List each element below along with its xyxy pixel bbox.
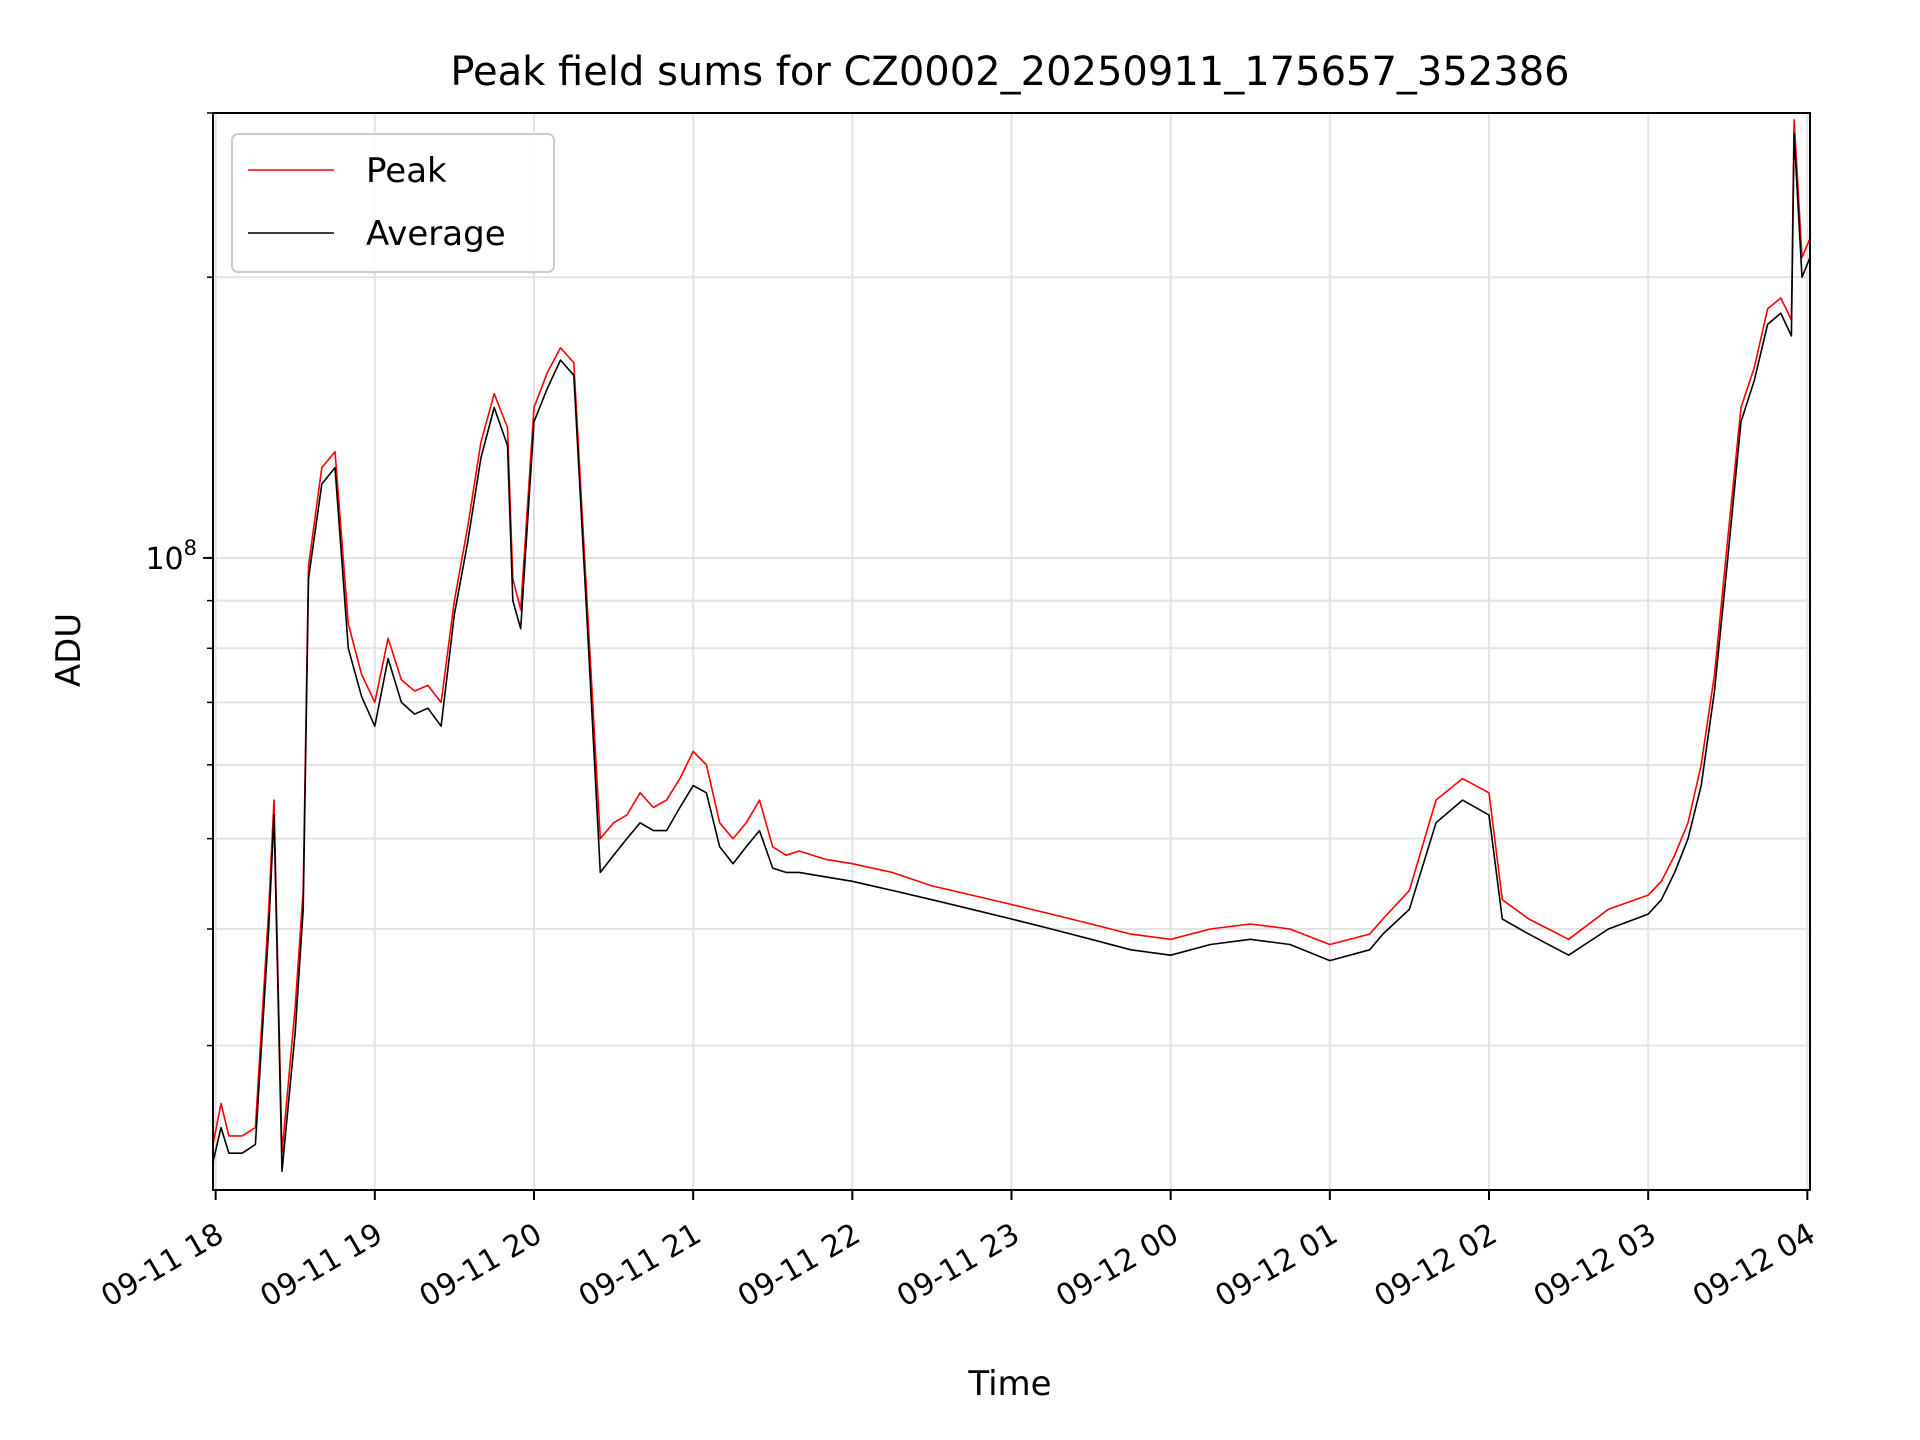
y-tick-label: 108 [145,536,197,577]
series-line-average [213,133,1810,1172]
legend-box [231,133,555,273]
series-line-peak [213,119,1810,1154]
y-axis: 108 [145,112,213,1047]
legend-label-average: Average [366,214,506,254]
y-axis-label: ADU [49,613,89,687]
legend: Peak Average [231,133,555,273]
legend-label-peak: Peak [366,151,447,191]
series-layer [213,119,1810,1172]
x-axis-label: Time [967,1364,1051,1404]
chart-title: Peak field sums for CZ0002_20250911_1756… [450,49,1569,95]
